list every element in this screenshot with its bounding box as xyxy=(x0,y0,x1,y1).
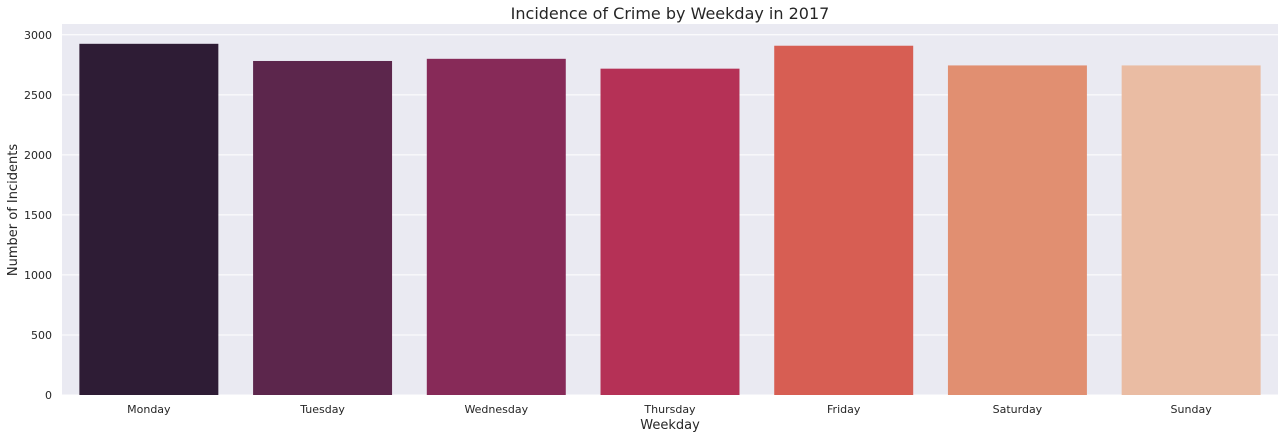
y-tick-label: 3000 xyxy=(24,29,52,42)
y-tick-label: 2500 xyxy=(24,89,52,102)
bar-saturday xyxy=(947,65,1087,395)
y-tick-label: 1500 xyxy=(24,209,52,222)
x-tick-label: Saturday xyxy=(993,403,1043,416)
y-tick-label: 1000 xyxy=(24,269,52,282)
x-tick-label: Tuesday xyxy=(299,403,345,416)
x-tick-label: Monday xyxy=(127,403,171,416)
bars xyxy=(79,43,1261,396)
bar-monday xyxy=(79,43,219,396)
chart-title: Incidence of Crime by Weekday in 2017 xyxy=(511,4,830,23)
x-tick-label: Sunday xyxy=(1171,403,1213,416)
x-tick-labels: Monday Tuesday Wednesday Thursday Friday Satu… xyxy=(127,403,1212,416)
x-tick-label: Thursday xyxy=(643,403,696,416)
x-axis-label: Weekday xyxy=(640,418,700,433)
bar-friday xyxy=(774,45,914,395)
y-tick-labels: 0 500 1000 1500 2000 2500 3000 xyxy=(24,29,52,402)
y-tick-label: 2000 xyxy=(24,149,52,162)
bar-wednesday xyxy=(426,58,566,395)
x-tick-label: Friday xyxy=(827,403,861,416)
y-tick-label: 0 xyxy=(45,389,52,402)
bar-tuesday xyxy=(253,60,393,396)
y-tick-label: 500 xyxy=(31,329,52,342)
y-axis-label: Number of Incidents xyxy=(6,144,21,276)
bar-sunday xyxy=(1121,65,1261,395)
x-tick-label: Wednesday xyxy=(464,403,528,416)
bar-thursday xyxy=(600,68,740,396)
